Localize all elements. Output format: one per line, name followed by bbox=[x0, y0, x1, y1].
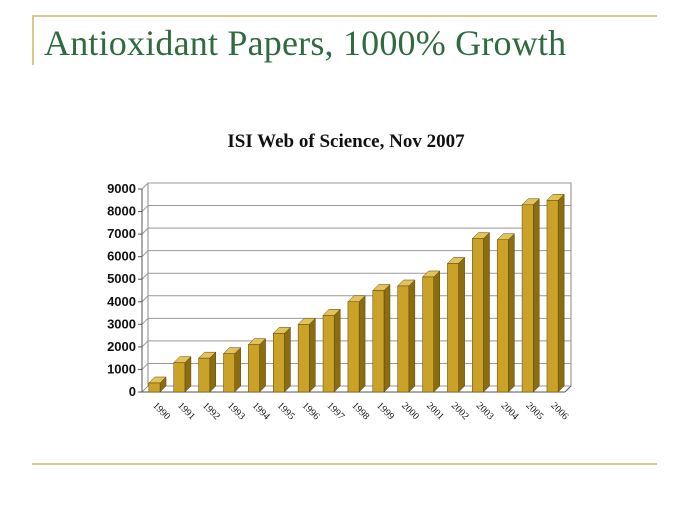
y-tick-label: 1000 bbox=[107, 361, 136, 376]
bar bbox=[496, 233, 515, 393]
bar-side bbox=[483, 232, 490, 393]
bar-front bbox=[472, 238, 484, 393]
grid-line-diag bbox=[141, 363, 149, 370]
bar-front bbox=[447, 263, 459, 393]
x-tick-label: 1997 bbox=[324, 400, 346, 422]
bar-side bbox=[284, 326, 291, 393]
x-tick-label: 2005 bbox=[524, 400, 546, 422]
bar bbox=[198, 351, 217, 393]
grid-line-diag bbox=[141, 317, 149, 325]
floor-edge bbox=[564, 385, 572, 393]
bar bbox=[247, 338, 267, 393]
bar-side bbox=[234, 347, 241, 393]
grid-line-diag bbox=[141, 385, 149, 393]
bar-front bbox=[322, 315, 335, 393]
y-tick-label: 6000 bbox=[107, 249, 136, 264]
bar-front bbox=[422, 276, 434, 393]
bar bbox=[397, 279, 416, 393]
chart-bars bbox=[148, 193, 565, 393]
bar-side bbox=[383, 283, 391, 393]
x-tick-label: 2004 bbox=[499, 400, 521, 422]
y-tick-label: 7000 bbox=[107, 226, 136, 241]
bar-side bbox=[333, 308, 341, 393]
bar-front bbox=[198, 357, 211, 393]
y-tick-label: 5000 bbox=[107, 271, 136, 286]
y-tick-label: 3000 bbox=[107, 316, 136, 331]
y-axis-ticks: 0 1000 2000 3000 4000 5000 6000 7000 8000 9000 bbox=[107, 181, 142, 399]
grid-line-diag bbox=[141, 182, 149, 190]
bar-side bbox=[508, 233, 515, 393]
grid-line-diag bbox=[141, 272, 149, 280]
bar-side bbox=[458, 256, 465, 393]
bar bbox=[471, 232, 491, 393]
y-tick-label: 8000 bbox=[107, 204, 136, 219]
grid-line-diag bbox=[141, 205, 149, 212]
x-tick-label: 2006 bbox=[548, 400, 570, 422]
bar-side bbox=[433, 270, 440, 393]
bottom-rule bbox=[32, 463, 657, 465]
grid-line-diag bbox=[141, 340, 149, 348]
bar-front bbox=[397, 285, 410, 393]
y-tick-label: 2000 bbox=[107, 339, 136, 354]
x-axis-ticks: 1990 1991 1992 1993 1994 1995 1996 1997 1998 1999… bbox=[150, 400, 570, 422]
bar bbox=[372, 283, 391, 393]
grid-line-diag bbox=[141, 250, 149, 258]
y-tick-label: 4000 bbox=[107, 294, 136, 309]
x-tick-label: 1992 bbox=[200, 400, 222, 422]
bar-front bbox=[223, 353, 235, 393]
bar-front bbox=[521, 204, 534, 393]
bar bbox=[546, 193, 565, 393]
bar bbox=[173, 356, 192, 393]
bar-side bbox=[533, 198, 540, 393]
x-tick-label: 1999 bbox=[374, 400, 396, 422]
y-tick-label: 9000 bbox=[107, 181, 136, 196]
bar bbox=[222, 347, 242, 393]
bar-front bbox=[148, 382, 161, 393]
bar-side bbox=[557, 193, 565, 393]
x-tick-label: 2001 bbox=[424, 400, 446, 422]
left-rule bbox=[32, 15, 34, 65]
bar-side bbox=[358, 295, 366, 393]
bar bbox=[347, 295, 366, 393]
bar bbox=[521, 198, 540, 393]
bar-front bbox=[347, 301, 360, 393]
bar-side bbox=[259, 338, 266, 393]
bar-front bbox=[496, 239, 509, 393]
x-tick-label: 2003 bbox=[474, 400, 496, 422]
chart-title: ISI Web of Science, Nov 2007 bbox=[227, 131, 465, 152]
x-tick-label: 1993 bbox=[225, 400, 247, 422]
slide-title: Antioxidant Papers, 1000% Growth bbox=[44, 23, 567, 63]
x-tick-label: 1996 bbox=[300, 400, 322, 422]
bar-side bbox=[408, 279, 416, 393]
grid-line-diag bbox=[141, 227, 149, 235]
x-tick-label: 1991 bbox=[175, 400, 197, 422]
x-tick-label: 1998 bbox=[349, 400, 371, 422]
bar-front bbox=[372, 290, 385, 393]
x-tick-label: 1990 bbox=[150, 400, 172, 422]
x-tick-label: 1994 bbox=[250, 400, 272, 422]
bar-side bbox=[309, 317, 316, 393]
bar bbox=[297, 317, 316, 393]
x-tick-label: 2002 bbox=[449, 400, 471, 422]
top-rule bbox=[32, 15, 657, 17]
y-tick-label: 0 bbox=[129, 384, 136, 399]
bar bbox=[421, 270, 441, 393]
bar bbox=[272, 326, 292, 393]
bar-front bbox=[273, 333, 285, 393]
bar-front bbox=[173, 362, 186, 393]
bar-side bbox=[209, 351, 217, 393]
grid-line-diag bbox=[141, 295, 149, 303]
bar bbox=[148, 376, 167, 393]
bar-front bbox=[546, 200, 559, 393]
bar bbox=[322, 308, 341, 393]
bar-front bbox=[248, 344, 260, 393]
x-tick-label: 2000 bbox=[399, 400, 421, 422]
x-tick-label: 1995 bbox=[275, 400, 297, 422]
bar bbox=[446, 256, 466, 393]
bar-front bbox=[297, 324, 310, 393]
